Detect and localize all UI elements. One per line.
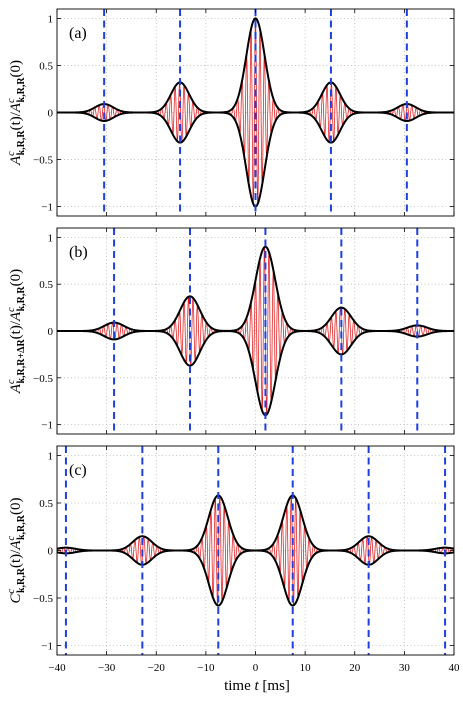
envelope-upper [57, 17, 454, 114]
y-tick-label: 0.5 [39, 498, 53, 510]
y-axis-title: Ack,R,R(t)/Ack,R,R(0) [6, 60, 27, 166]
y-axis-title: Cck,R,R(t)/Ack,R,R(0) [6, 498, 27, 604]
y-tick-label: 0 [48, 108, 54, 120]
y-tick-label: 1 [48, 13, 54, 25]
x-tick-label: −40 [48, 662, 66, 674]
y-tick-label: −1 [41, 641, 53, 653]
x-tick-label: 10 [300, 662, 312, 674]
x-tick-label: −10 [197, 662, 215, 674]
x-tick-label: 20 [349, 662, 361, 674]
y-tick-label: 1 [48, 232, 54, 244]
panel-tag: (b) [69, 244, 88, 261]
y-tick-label: 0.5 [39, 279, 53, 291]
plot-area [57, 446, 454, 655]
y-axis-title: Ack,R,R+ΔR(t)/Ack,R,R(0) [6, 269, 27, 394]
plot-area [57, 9, 454, 216]
x-tick-label: 40 [449, 662, 461, 674]
x-tick-label: −30 [98, 662, 116, 674]
envelope-lower [57, 330, 454, 417]
y-tick-label: −0.5 [33, 155, 53, 167]
y-tick-label: −1 [41, 420, 53, 432]
y-tick-label: 0 [48, 546, 54, 558]
panels-group: −1 −0.5 0 0.5 1 (a) Ack,R,R(t)/Ack,R,R(0) −1 −0.… [6, 8, 455, 656]
x-tick-label: 0 [253, 662, 259, 674]
y-tick-label: 1 [48, 451, 54, 463]
panel-tag: (a) [69, 25, 87, 42]
envelope-lower [57, 549, 454, 607]
envelope-upper [57, 494, 454, 552]
y-tick-label: −1 [41, 202, 53, 214]
y-tick-label: 0 [48, 326, 54, 338]
panel-c: −1 −0.5 0 0.5 1 (c) Cck,R,R(t)/Ack,R,R(0) [6, 445, 455, 656]
y-tick-label: 0.5 [39, 60, 53, 72]
x-tick-label: 30 [399, 662, 411, 674]
panel-a: −1 −0.5 0 0.5 1 (a) Ack,R,R(t)/Ack,R,R(0) [6, 8, 455, 217]
x-tick-label: −20 [148, 662, 166, 674]
panel-tag: (c) [69, 462, 87, 479]
y-tick-label: −0.5 [33, 373, 53, 385]
panel-b: −1 −0.5 0 0.5 1 (b) Ack,R,R+ΔR(t)/Ack,R,R(0) [6, 227, 455, 435]
y-tick-label: −0.5 [33, 593, 53, 605]
plot-area [57, 228, 454, 434]
x-axis-title: time t [ms] [224, 678, 290, 694]
shared-x-axis: −40 −30 −20 −10 0 10 20 30 40 [48, 662, 460, 674]
